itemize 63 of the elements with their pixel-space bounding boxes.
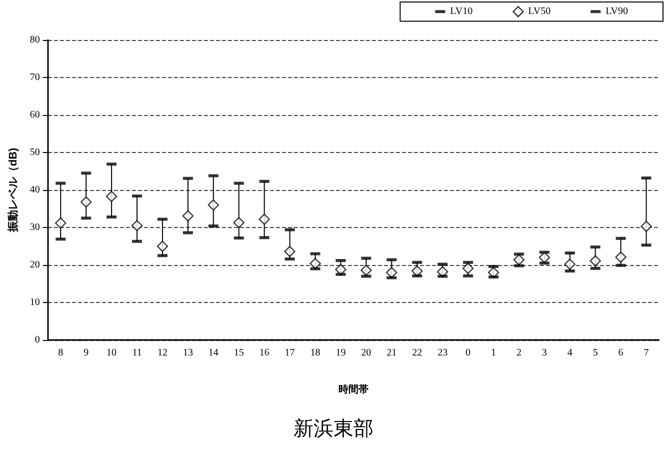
y-tick-label: 30 xyxy=(30,222,40,233)
x-tick-label: 5 xyxy=(592,348,598,358)
point xyxy=(590,255,601,266)
point xyxy=(233,217,244,228)
y-tick-label: 10 xyxy=(30,297,40,308)
x-tick-label: 20 xyxy=(361,348,372,358)
x-tick-label: 17 xyxy=(284,348,295,358)
legend-label: LV50 xyxy=(528,6,551,18)
point xyxy=(412,265,423,277)
x-tick-label: 1 xyxy=(490,348,496,358)
point xyxy=(538,252,550,264)
point xyxy=(156,240,168,252)
x-tick-label: 11 xyxy=(132,348,142,358)
x-tick-label: 15 xyxy=(234,348,244,358)
point xyxy=(182,210,194,222)
point xyxy=(310,258,321,270)
x-tick-label: 12 xyxy=(157,348,168,358)
x-tick-label: 16 xyxy=(259,348,270,358)
point xyxy=(55,217,66,229)
point xyxy=(436,266,448,278)
y-axis-title: 振動レベル（dB) xyxy=(6,148,20,234)
point xyxy=(106,190,118,202)
point xyxy=(640,220,652,232)
x-tick-label: 9 xyxy=(84,348,89,358)
point xyxy=(80,196,92,208)
y-tick-label: 70 xyxy=(30,72,40,83)
text: 新浜東部 xyxy=(294,418,374,440)
x-tick-label: 8 xyxy=(58,348,64,358)
y-tick-label: 60 xyxy=(30,110,40,120)
x-tick-label: 0 xyxy=(466,348,471,358)
point xyxy=(284,246,296,258)
x-tick-label: 7 xyxy=(644,348,649,358)
x-tick-label: 23 xyxy=(438,348,448,358)
point xyxy=(564,258,576,270)
y-tick-label: 40 xyxy=(30,184,40,196)
x-axis-title: 時間帯 xyxy=(338,384,368,396)
x-tick-label: 19 xyxy=(336,348,346,358)
x-tick-label: 18 xyxy=(310,348,320,358)
y-tick-label: 80 xyxy=(30,34,40,46)
point xyxy=(488,266,500,278)
x-tick-label: 14 xyxy=(208,348,218,358)
legend-label: LV90 xyxy=(606,6,628,18)
point xyxy=(360,264,372,276)
point xyxy=(386,266,398,278)
x-tick-label: 3 xyxy=(542,348,547,358)
point xyxy=(462,262,474,274)
x-tick-label: 21 xyxy=(386,348,397,358)
x-tick-label: 4 xyxy=(567,348,572,358)
y-tick-label: 20 xyxy=(30,260,40,270)
point xyxy=(615,252,626,263)
x-tick-label: 13 xyxy=(182,348,193,358)
legend-label: LV10 xyxy=(450,6,473,18)
y-tick-label: 50 xyxy=(30,147,40,158)
x-tick-label: 6 xyxy=(618,348,624,358)
x-tick-label: 10 xyxy=(106,348,117,358)
point xyxy=(131,220,143,232)
point xyxy=(513,254,525,266)
y-tick-label: 0 xyxy=(34,334,40,346)
point xyxy=(258,214,270,225)
point xyxy=(208,199,220,211)
x-tick-label: 2 xyxy=(516,348,522,358)
point xyxy=(335,264,346,276)
x-tick-label: 22 xyxy=(412,348,422,358)
